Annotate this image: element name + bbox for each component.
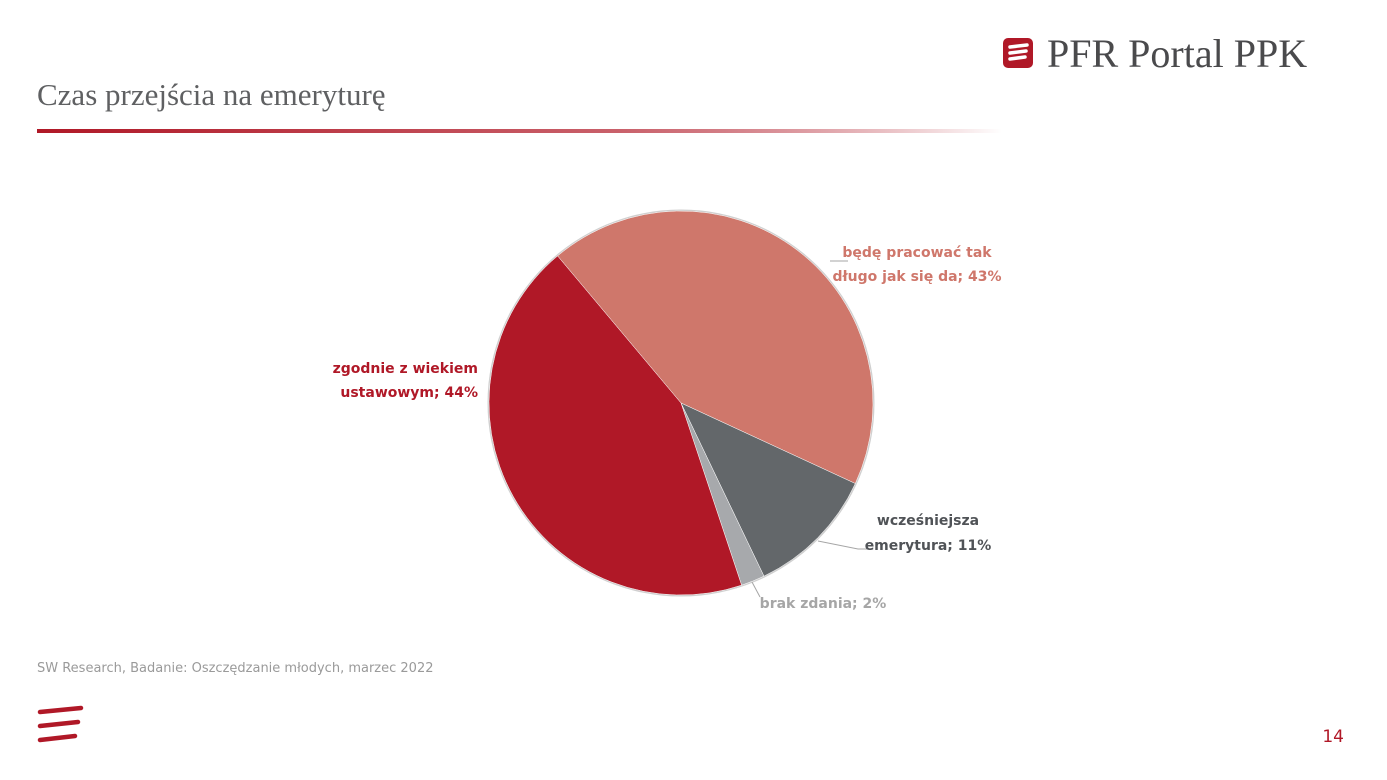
data-label: zgodnie z wiekiem ustawowym; 44% [333, 361, 478, 401]
slide-title: Czas przejścia na emeryturę [37, 77, 386, 112]
pie-chart [487, 209, 875, 597]
pie-slice [557, 210, 874, 484]
leader-lines [751, 260, 868, 598]
data-label: wcześniejsza emerytura; 11% [865, 513, 992, 554]
source-note: SW Research, Badanie: Oszczędzanie młody… [37, 661, 434, 676]
page-number: 14 [1322, 727, 1344, 747]
title-rule [37, 129, 1002, 133]
pie-slice [488, 255, 742, 596]
pie-slice [680, 402, 856, 577]
data-label: brak zdania; 2% [760, 596, 887, 612]
brand-logo [1003, 38, 1033, 68]
footer-logo [37, 705, 84, 743]
data-label: będę pracować tak długo jak się da; 43% [832, 245, 1001, 285]
brand-name: PFR Portal PPK [1047, 31, 1307, 76]
